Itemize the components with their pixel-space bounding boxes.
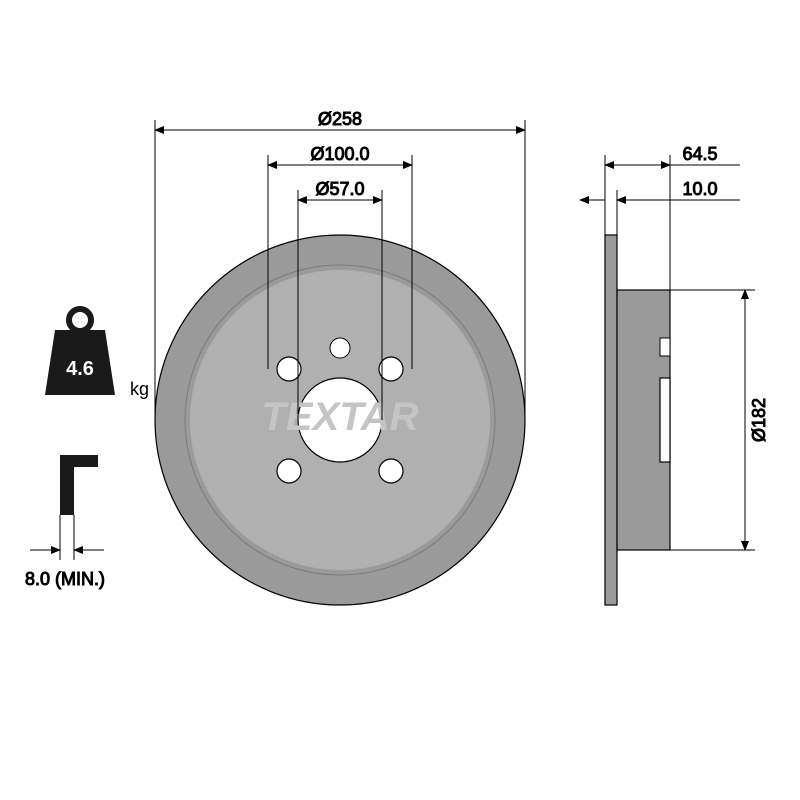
weight-unit: kg xyxy=(130,379,149,399)
dim-thickness: 10.0 xyxy=(682,179,717,199)
dim-outer: Ø258 xyxy=(318,109,362,129)
dim-width: 64.5 xyxy=(682,144,717,164)
min-value: 8.0 (MIN.) xyxy=(25,569,105,589)
dim-hat-dia: Ø182 xyxy=(749,398,769,442)
dim-center-bore: Ø57.0 xyxy=(315,179,364,199)
side-view xyxy=(605,235,670,605)
dim-bolt-circle: Ø100.0 xyxy=(310,144,369,164)
weight-value: 4.6 xyxy=(66,358,94,380)
front-view: TEXTAR xyxy=(155,235,525,605)
weight-icon: 4.6 kg xyxy=(45,309,149,399)
min-thickness: 8.0 (MIN.) xyxy=(25,455,105,589)
brand-text: TEXTAR xyxy=(261,395,418,439)
